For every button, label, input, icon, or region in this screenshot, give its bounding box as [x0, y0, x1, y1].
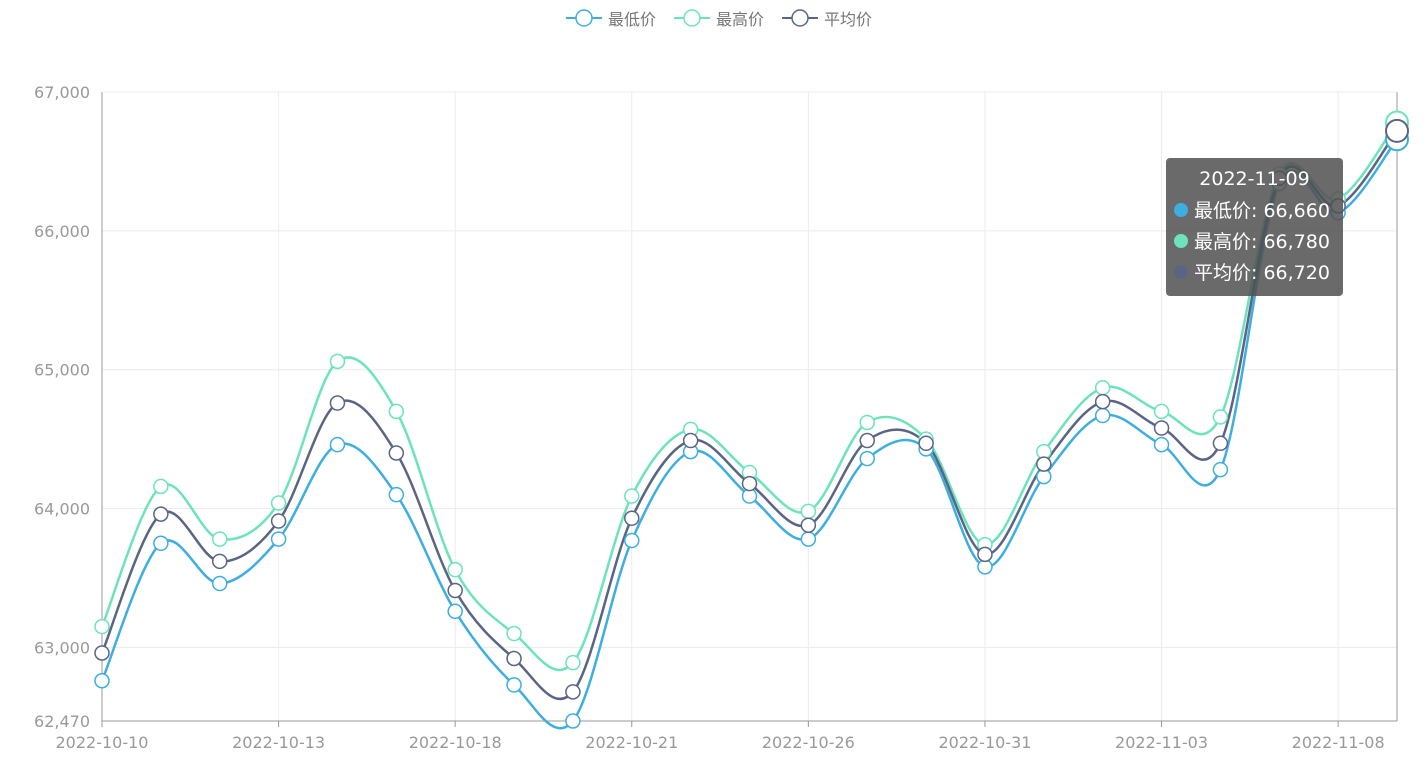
x-tick-label: 2022-11-03 — [1115, 733, 1208, 752]
data-point[interactable] — [624, 532, 640, 549]
y-tick-label: 66,000 — [34, 222, 90, 241]
data-point[interactable] — [741, 475, 758, 492]
data-point[interactable] — [1094, 393, 1111, 410]
data-point[interactable] — [447, 561, 463, 578]
legend[interactable]: 最低价 最高价 平均价 — [566, 6, 872, 30]
y-tick-label: 67,000 — [34, 83, 90, 102]
data-point[interactable] — [1212, 435, 1229, 452]
x-tick-label: 2022-10-31 — [938, 733, 1031, 752]
data-point[interactable] — [1094, 407, 1111, 424]
legend-line-icon — [566, 9, 602, 27]
data-point[interactable] — [94, 618, 110, 635]
legend-item-avg[interactable]: 平均价 — [782, 6, 872, 30]
data-point[interactable] — [270, 513, 287, 529]
data-point[interactable] — [800, 531, 817, 547]
tooltip-row-label: 最高价: 66,780 — [1194, 231, 1330, 253]
x-tick-label: 2022-10-21 — [585, 733, 678, 752]
y-tick-label: 63,000 — [34, 638, 90, 657]
legend-label: 平均价 — [824, 10, 873, 29]
data-point[interactable] — [211, 575, 228, 592]
axes: 62,470 63,000 64,000 65,000 66,000 67,000 2022… — [34, 83, 1398, 752]
x-tick-label: 2022-10-18 — [409, 733, 502, 752]
tooltip-row-label: 平均价: 66,720 — [1194, 262, 1330, 284]
data-point[interactable] — [1153, 403, 1170, 420]
tooltip: 2022-11-09 最低价: 66,660 最高价: 66,780 平均价: … — [1166, 158, 1343, 296]
y-tick-label: 62,470 — [34, 712, 90, 731]
tooltip-row-high: 最高价: 66,780 — [1174, 225, 1335, 256]
data-point[interactable] — [1212, 409, 1229, 425]
y-tick-label: 64,000 — [34, 500, 90, 519]
data-point[interactable] — [918, 435, 934, 452]
data-point[interactable] — [624, 488, 640, 504]
data-point[interactable] — [388, 445, 405, 461]
data-point[interactable] — [153, 506, 169, 522]
tooltip-row-label: 最低价: 66,660 — [1194, 200, 1330, 222]
tooltip-row-avg: 平均价: 66,720 — [1174, 256, 1335, 287]
data-point[interactable] — [1153, 420, 1170, 436]
data-point[interactable] — [1385, 118, 1409, 143]
x-tick-label: 2022-10-13 — [232, 733, 325, 752]
data-point[interactable] — [1094, 380, 1111, 396]
series-dot-icon — [1174, 233, 1188, 248]
data-point[interactable] — [1036, 456, 1052, 472]
data-point[interactable] — [153, 535, 169, 552]
data-point[interactable] — [153, 478, 169, 495]
data-point[interactable] — [1212, 461, 1229, 478]
data-point[interactable] — [565, 684, 581, 700]
data-point[interactable] — [329, 353, 346, 370]
series-dot-icon — [1174, 202, 1188, 217]
data-point[interactable] — [800, 503, 817, 520]
data-point[interactable] — [388, 403, 405, 420]
data-point[interactable] — [447, 582, 463, 599]
data-point[interactable] — [1153, 436, 1170, 453]
data-point[interactable] — [270, 495, 287, 511]
data-point[interactable] — [211, 553, 228, 570]
data-point[interactable] — [329, 436, 346, 453]
data-point[interactable] — [506, 625, 522, 642]
data-point[interactable] — [624, 510, 640, 527]
data-point[interactable] — [859, 450, 875, 467]
data-point[interactable] — [94, 672, 110, 689]
data-point[interactable] — [270, 531, 287, 547]
x-tick-label: 2022-10-10 — [56, 733, 149, 752]
legend-label: 最低价 — [608, 10, 657, 29]
data-point[interactable] — [329, 395, 346, 411]
x-tick-label: 2022-10-26 — [762, 733, 855, 752]
data-point[interactable] — [859, 414, 875, 431]
tooltip-row-low: 最低价: 66,660 — [1174, 194, 1335, 225]
series-line-0 — [100, 138, 1398, 730]
legend-line-icon — [782, 9, 819, 27]
data-point[interactable] — [977, 546, 993, 563]
data-point[interactable] — [447, 603, 463, 620]
data-point[interactable] — [506, 650, 522, 667]
data-point[interactable] — [388, 486, 405, 503]
data-point[interactable] — [94, 645, 110, 661]
data-point[interactable] — [211, 531, 228, 547]
legend-label: 最高价 — [716, 10, 765, 29]
legend-item-low[interactable]: 最低价 — [566, 6, 656, 30]
tooltip-title: 2022-11-09 — [1199, 168, 1310, 190]
data-point[interactable] — [506, 677, 522, 693]
x-tick-label: 2022-11-08 — [1292, 733, 1385, 752]
y-tick-label: 65,000 — [34, 361, 90, 380]
data-point[interactable] — [565, 654, 581, 671]
legend-item-high[interactable]: 最高价 — [674, 6, 764, 30]
data-point[interactable] — [565, 713, 581, 729]
data-point[interactable] — [859, 432, 875, 449]
legend-line-icon — [674, 9, 711, 27]
data-point[interactable] — [800, 517, 817, 533]
series-dot-icon — [1174, 264, 1188, 279]
data-point[interactable] — [682, 432, 699, 449]
